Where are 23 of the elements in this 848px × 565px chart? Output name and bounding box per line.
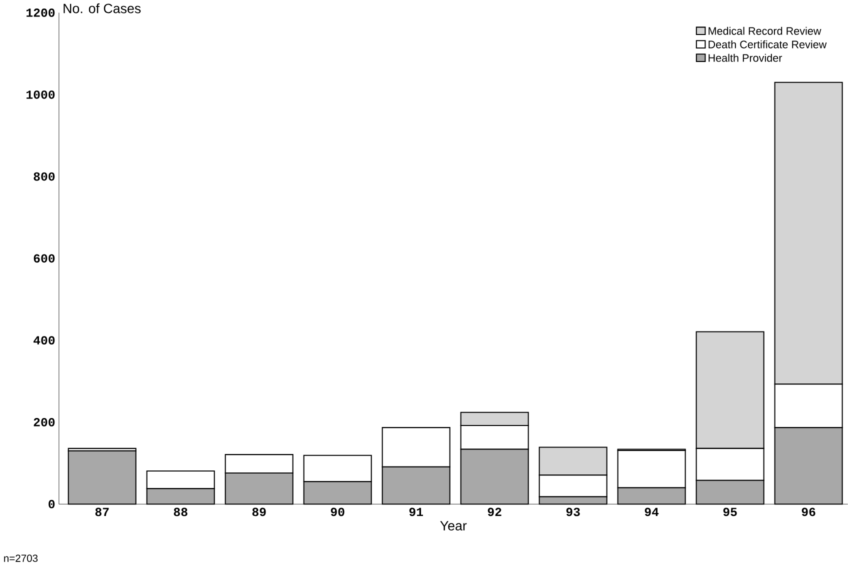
x-tick-label: 95 [723, 508, 737, 516]
y-tick-label: 200 [34, 418, 55, 426]
y-tick-label: 600 [34, 254, 55, 262]
y-tick-label: 400 [34, 336, 55, 344]
legend-label: Health Provider [708, 54, 782, 62]
y-tick-label: 800 [34, 172, 55, 181]
x-tick-label: 88 [174, 508, 188, 516]
legend-label: Medical Record Review [708, 26, 822, 35]
x-tick-label: 91 [409, 508, 423, 516]
x-tick-label: 89 [252, 508, 266, 516]
y-axis-title: No. of Cases [64, 3, 141, 14]
y-tick-label: 1200 [26, 8, 55, 17]
x-tick-label: 94 [644, 508, 659, 516]
x-tick-label: 96 [802, 508, 816, 516]
x-tick-label: 87 [95, 508, 109, 516]
x-axis-title: Year [440, 520, 467, 530]
x-tick-label: 90 [330, 508, 344, 516]
x-tick-label: 93 [566, 508, 580, 516]
text: n=2703 [4, 554, 38, 562]
y-tick-label: 0 [48, 500, 55, 508]
legend-label: Death Certificate Review [708, 40, 827, 48]
x-tick-label: 92 [488, 508, 502, 516]
y-tick-label: 1000 [26, 90, 55, 99]
